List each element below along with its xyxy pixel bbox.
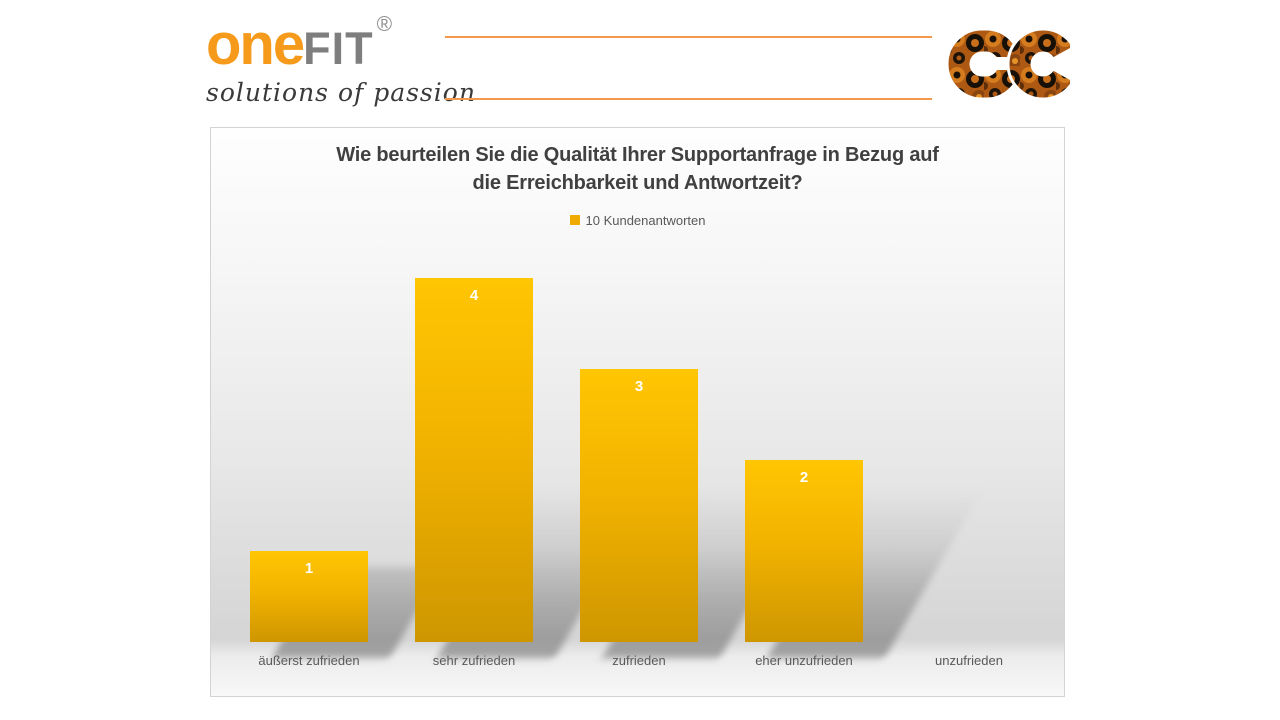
logo-tagline: solutions of passion: [206, 78, 476, 107]
legend-label: 10 Kundenantworten: [585, 212, 706, 228]
bar-äußerst-zufrieden: 1: [250, 551, 368, 642]
logo-fit-text: FIT: [303, 23, 374, 74]
registered-mark-icon: ®: [376, 13, 393, 36]
header: one FIT ® solutions of passion: [0, 0, 1280, 120]
header-rule-bottom: [445, 98, 932, 100]
plot-area: 1 äußerst zufrieden 4 sehr zufrieden 3 zufrie…: [211, 128, 1064, 668]
onefit-logo: one FIT ® solutions of passion: [206, 12, 476, 107]
bar-value-label: 1: [304, 560, 314, 577]
bar-value-label: 2: [799, 469, 809, 486]
bar-zufrieden: 3: [580, 369, 698, 642]
bar-value-label: 3: [634, 378, 644, 395]
chart-title: Wie beurteilen Sie die Qualität Ihrer Su…: [336, 144, 939, 194]
ec-gears-logo-icon: [948, 30, 1070, 98]
header-rule-top: [445, 36, 932, 38]
bar-sehr-zufrieden: 4: [415, 278, 533, 642]
bar-value-label: 4: [469, 287, 479, 304]
legend-color-icon: [569, 215, 580, 225]
category-label: unzufrieden: [935, 653, 1003, 668]
chart-panel: Wie beurteilen Sie die Qualität Ihrer Su…: [210, 127, 1065, 697]
chart-legend: 10 Kundenantworten: [211, 212, 1064, 228]
logo-one-text: one: [206, 12, 305, 77]
bar-eher-unzufrieden: 2: [745, 460, 863, 642]
